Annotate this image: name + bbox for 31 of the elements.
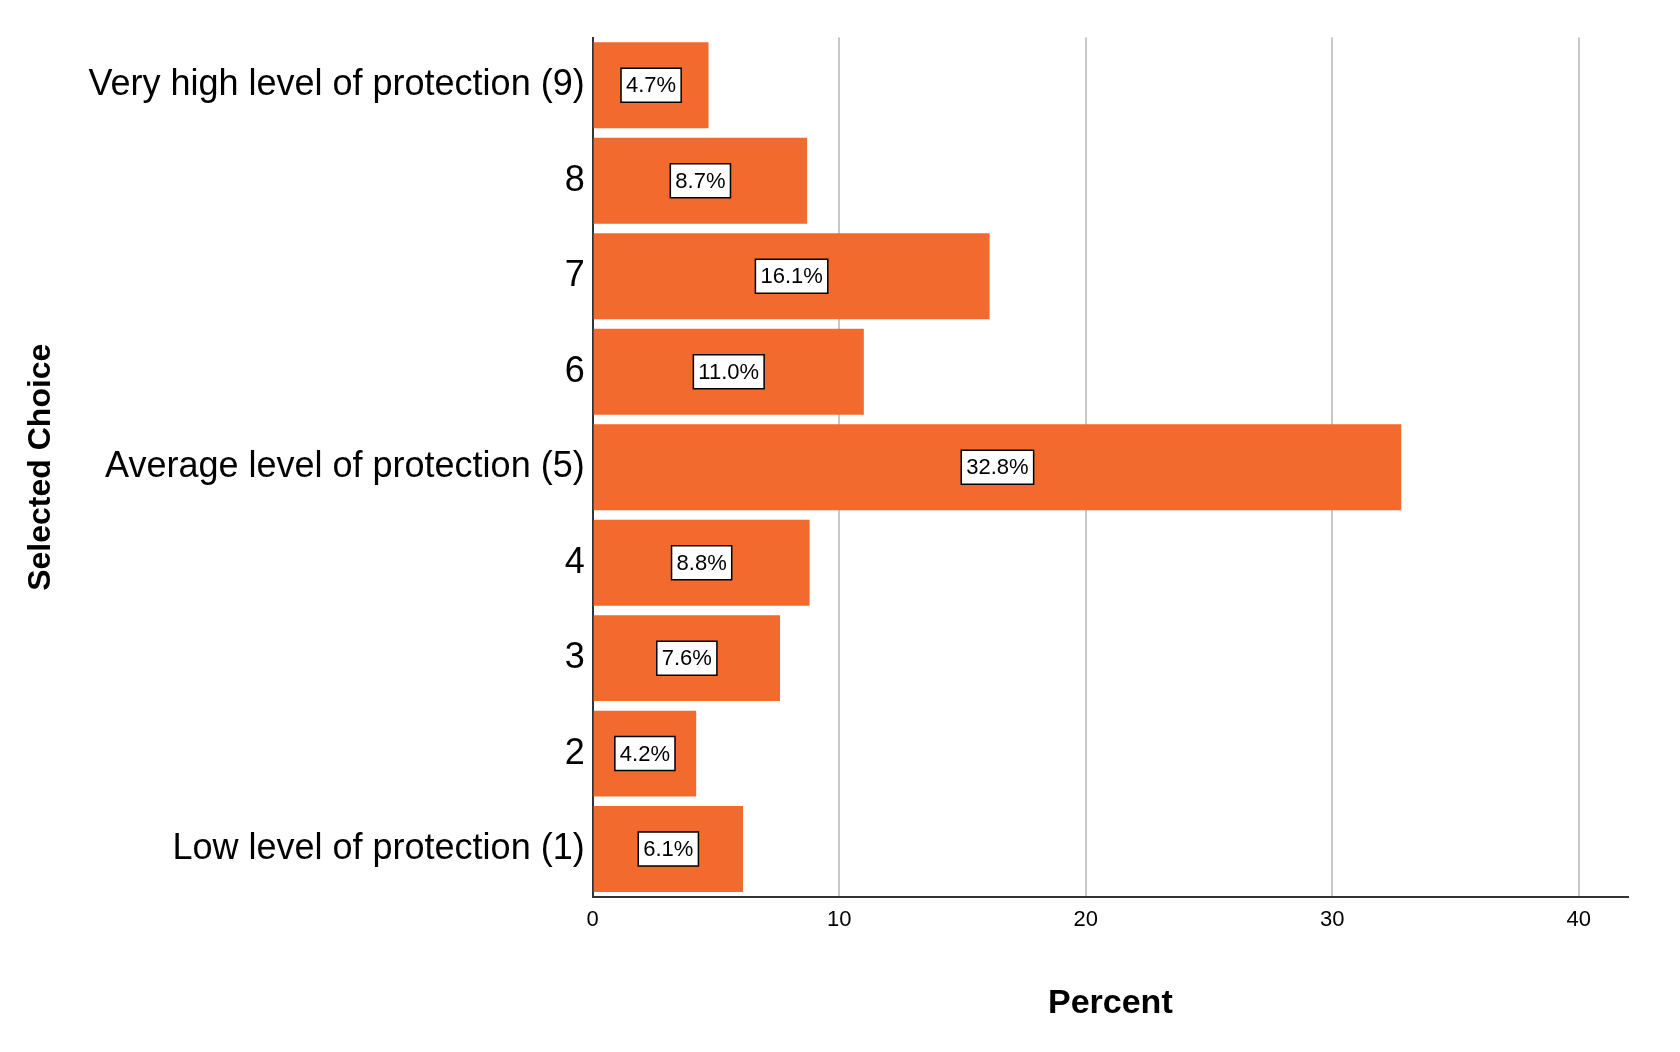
y-axis-title: Selected Choice: [21, 343, 58, 591]
y-tick-label: 7: [564, 253, 585, 295]
data-label: 8.7%: [675, 167, 726, 193]
data-label: 32.8%: [966, 454, 1029, 480]
y-tick-label: Average level of protection (5): [105, 444, 585, 486]
data-label: 16.1%: [760, 263, 823, 289]
y-tick-label: 8: [564, 157, 585, 199]
bar: [593, 424, 1402, 511]
bar: [593, 233, 990, 320]
bar: [593, 328, 864, 415]
x-tick-label: 10: [826, 906, 852, 932]
data-label: 8.8%: [676, 549, 727, 575]
data-label: 7.6%: [661, 645, 712, 671]
bar: [593, 615, 781, 702]
data-label: 4.7%: [626, 72, 677, 98]
x-tick-label: 30: [1319, 906, 1345, 932]
bar: [593, 519, 810, 606]
y-tick-label: Low level of protection (1): [172, 825, 585, 867]
x-tick-label: 0: [586, 906, 599, 932]
x-tick-label: 20: [1073, 906, 1098, 932]
x-axis-title: Percent: [1047, 981, 1173, 1020]
y-tick-label: 3: [564, 635, 585, 677]
bar: [593, 137, 808, 224]
y-tick-label: Very high level of protection (9): [88, 62, 585, 104]
y-tick-label: 6: [564, 348, 585, 390]
y-tick-label: 4: [564, 539, 585, 581]
data-label: 11.0%: [698, 358, 760, 384]
x-tick-label: 40: [1566, 906, 1591, 932]
data-label: 6.1%: [643, 836, 694, 862]
y-tick-label: 2: [564, 730, 585, 772]
data-label: 4.2%: [619, 740, 671, 766]
